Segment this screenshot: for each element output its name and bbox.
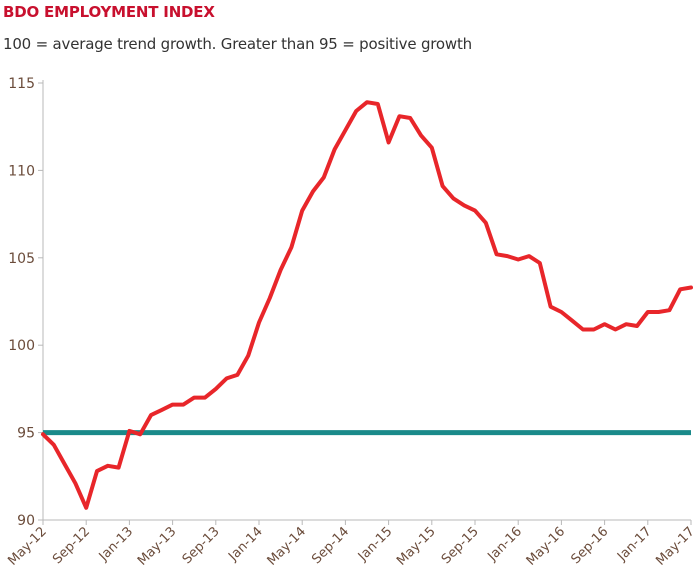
x-tick-label: Sep-15 — [439, 524, 482, 567]
data-point — [657, 310, 661, 314]
x-tick-label: Sep-16 — [568, 524, 611, 567]
data-point — [354, 109, 358, 113]
data-point — [538, 261, 542, 265]
y-tick-label: 105 — [8, 251, 35, 267]
data-point — [225, 376, 229, 380]
x-tick-label: Sep-13 — [180, 524, 223, 567]
data-point — [84, 506, 88, 510]
data-point — [581, 327, 585, 331]
x-tick-label: Sep-14 — [309, 524, 352, 567]
x-tick-label: May-14 — [265, 524, 309, 568]
data-point — [106, 464, 110, 468]
data-point — [192, 396, 196, 400]
data-point — [592, 327, 596, 331]
data-point — [646, 310, 650, 314]
x-tick-label: Jan-17 — [614, 524, 655, 565]
data-point — [73, 481, 77, 485]
data-point — [451, 196, 455, 200]
data-point — [678, 287, 682, 291]
data-point — [441, 184, 445, 188]
data-point — [667, 308, 671, 312]
data-point — [279, 268, 283, 272]
data-point — [333, 147, 337, 151]
data-point — [160, 408, 164, 412]
data-point — [322, 175, 326, 179]
data-point — [549, 305, 553, 309]
data-point — [149, 413, 153, 417]
data-point — [408, 116, 412, 120]
data-point — [505, 254, 509, 258]
y-tick-label: 110 — [8, 163, 35, 179]
data-point — [387, 140, 391, 144]
data-point — [516, 258, 520, 262]
x-tick-label: May-12 — [5, 524, 49, 568]
data-point — [430, 146, 434, 150]
data-point — [117, 466, 121, 470]
chart-subtitle: 100 = average trend growth. Greater than… — [3, 35, 472, 53]
series-line — [41, 100, 693, 510]
data-point — [462, 203, 466, 207]
data-point — [52, 443, 56, 447]
data-point — [203, 396, 207, 400]
data-point — [127, 429, 131, 433]
y-tick-label: 115 — [8, 76, 35, 92]
y-axis: 90 95 100 105 110 115 — [8, 76, 44, 529]
data-point — [635, 324, 639, 328]
data-point — [495, 252, 499, 256]
data-point — [570, 319, 574, 323]
data-point — [235, 373, 239, 377]
x-tick-label: May-13 — [135, 524, 179, 568]
data-point — [311, 189, 315, 193]
x-tick-label: May-17 — [653, 524, 697, 568]
chart-title: BDO EMPLOYMENT INDEX — [3, 3, 215, 21]
data-point — [419, 133, 423, 137]
data-point — [603, 322, 607, 326]
data-point — [171, 403, 175, 407]
data-point — [624, 322, 628, 326]
x-tick-label: Jan-15 — [355, 524, 396, 565]
data-point — [138, 432, 142, 436]
data-point — [257, 320, 261, 324]
data-point — [63, 462, 67, 466]
plot-area — [41, 100, 693, 510]
data-point — [214, 387, 218, 391]
data-point — [343, 128, 347, 132]
data-point — [300, 209, 304, 213]
x-tick-label: May-15 — [394, 524, 438, 568]
data-point — [376, 102, 380, 106]
y-tick-label: 100 — [8, 338, 35, 354]
data-point — [181, 403, 185, 407]
data-point — [613, 327, 617, 331]
x-tick-label: May-16 — [524, 524, 568, 568]
data-point — [484, 221, 488, 225]
data-point — [268, 296, 272, 300]
data-point — [689, 286, 693, 290]
x-tick-label: Jan-13 — [96, 524, 137, 565]
data-point — [289, 245, 293, 249]
y-tick-label: 95 — [17, 426, 35, 442]
x-tick-label: Jan-16 — [485, 524, 526, 565]
x-tick-label: Sep-12 — [50, 524, 93, 567]
data-point — [41, 432, 45, 436]
data-point — [365, 100, 369, 104]
data-point — [95, 469, 99, 473]
x-tick-label: Jan-14 — [225, 524, 266, 565]
data-point — [397, 114, 401, 118]
y-tick-label: 90 — [17, 513, 35, 529]
data-point — [527, 254, 531, 258]
data-point — [473, 209, 477, 213]
data-point — [559, 310, 563, 314]
data-point — [246, 354, 250, 358]
